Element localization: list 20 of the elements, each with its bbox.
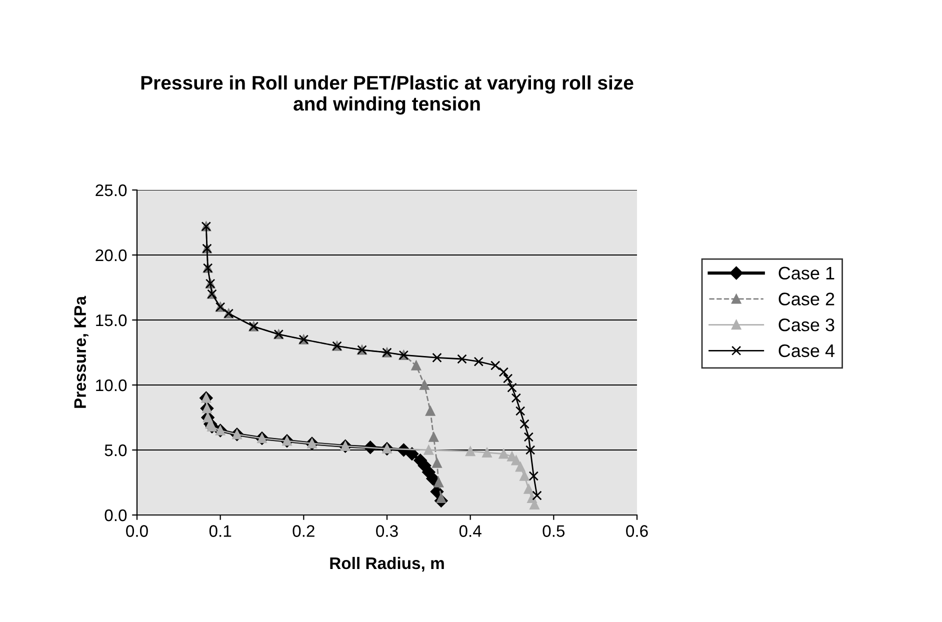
chart-title: Pressure in Roll under PET/Plastic at varying roll size and winding tension [141, 75, 634, 115]
y-tick-label: 10.0 [96, 379, 127, 392]
legend-label: Case 1 [778, 266, 834, 280]
x-tick-label: 0.1 [209, 525, 232, 537]
x-axis-title: Roll Radius, m [330, 556, 444, 572]
legend-label: Case 4 [778, 344, 835, 358]
x-tick-label: 0.5 [542, 525, 565, 537]
x-tick-label: 0.0 [126, 525, 148, 537]
x-tick-label: 0.4 [459, 525, 482, 537]
legend-label: Case 3 [778, 318, 834, 332]
y-tick-label: 0.0 [104, 509, 127, 522]
y-tick-label: 25.0 [96, 184, 127, 196]
x-tick-label: 0.3 [376, 525, 398, 537]
y-tick-label: 20.0 [96, 249, 127, 262]
x-tick-label: 0.6 [626, 525, 648, 537]
legend-label: Case 2 [778, 292, 834, 306]
y-tick-label: 15.0 [96, 314, 127, 326]
x-tick-label: 0.2 [292, 525, 314, 537]
y-tick-label: 5.0 [104, 444, 127, 456]
y-axis-title: Pressure, KPa [74, 296, 88, 408]
